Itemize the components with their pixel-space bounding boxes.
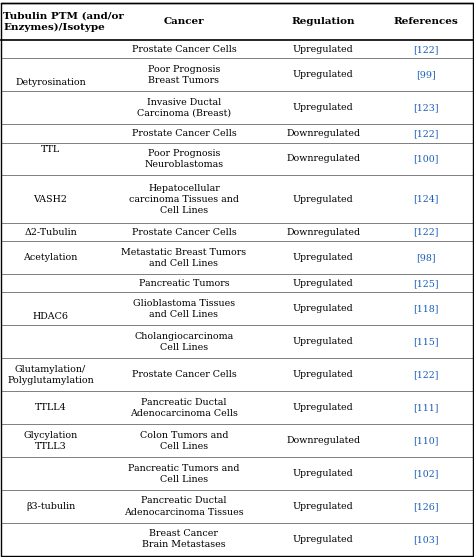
Text: Regulation: Regulation [292, 17, 355, 26]
Text: [118]: [118] [413, 305, 438, 314]
Text: TTLL4: TTLL4 [35, 403, 66, 412]
Text: Acetylation: Acetylation [23, 253, 78, 262]
Text: Colon Tumors and
Cell Lines: Colon Tumors and Cell Lines [140, 431, 228, 451]
Text: Tubulin PTM (and/or
Enzymes)/Isotype: Tubulin PTM (and/or Enzymes)/Isotype [3, 11, 124, 32]
Text: [115]: [115] [413, 338, 438, 346]
Text: Upregulated: Upregulated [293, 535, 354, 544]
Text: Upregulated: Upregulated [293, 45, 354, 54]
Text: Upregulated: Upregulated [293, 70, 354, 79]
Text: Glutamylation/
Polyglutamylation: Glutamylation/ Polyglutamylation [7, 365, 94, 385]
Text: Upregulated: Upregulated [293, 253, 354, 262]
Text: [98]: [98] [416, 253, 436, 262]
Text: [100]: [100] [413, 154, 438, 163]
Text: [102]: [102] [413, 469, 438, 478]
Text: Downregulated: Downregulated [286, 129, 360, 138]
Text: Pancreatic Tumors and
Cell Lines: Pancreatic Tumors and Cell Lines [128, 463, 240, 483]
Text: [110]: [110] [413, 436, 438, 445]
Text: Downregulated: Downregulated [286, 228, 360, 237]
Text: Downregulated: Downregulated [286, 154, 360, 163]
Text: Prostate Cancer Cells: Prostate Cancer Cells [131, 370, 236, 379]
Text: Pancreatic Ductal
Adenocarcinoma Cells: Pancreatic Ductal Adenocarcinoma Cells [130, 398, 238, 418]
Text: [111]: [111] [413, 403, 438, 412]
Text: Prostate Cancer Cells: Prostate Cancer Cells [131, 45, 236, 54]
Text: Detyrosination: Detyrosination [15, 78, 86, 87]
Text: [122]: [122] [413, 228, 438, 237]
Text: Upregulated: Upregulated [293, 469, 354, 478]
Text: VASH2: VASH2 [34, 195, 67, 204]
Text: HDAC6: HDAC6 [33, 312, 69, 321]
Text: Metastatic Breast Tumors
and Cell Lines: Metastatic Breast Tumors and Cell Lines [121, 248, 246, 268]
Text: TTL: TTL [41, 145, 60, 154]
Text: [99]: [99] [416, 70, 436, 79]
Text: Prostate Cancer Cells: Prostate Cancer Cells [131, 228, 236, 237]
Text: [126]: [126] [413, 502, 438, 511]
Text: Cancer: Cancer [164, 17, 204, 26]
Text: Prostate Cancer Cells: Prostate Cancer Cells [131, 129, 236, 138]
Text: Hepatocellular
carcinoma Tissues and
Cell Lines: Hepatocellular carcinoma Tissues and Cel… [129, 184, 239, 215]
Text: Downregulated: Downregulated [286, 436, 360, 445]
Text: Glycylation
TTLL3: Glycylation TTLL3 [23, 431, 78, 451]
Text: [124]: [124] [413, 195, 438, 204]
Text: Upregulated: Upregulated [293, 502, 354, 511]
Text: Breast Cancer
Brain Metastases: Breast Cancer Brain Metastases [142, 529, 226, 549]
Text: [122]: [122] [413, 370, 438, 379]
Text: Upregulated: Upregulated [293, 403, 354, 412]
Text: [122]: [122] [413, 45, 438, 54]
Text: Upregulated: Upregulated [293, 195, 354, 204]
Text: Upregulated: Upregulated [293, 338, 354, 346]
Text: References: References [393, 17, 458, 26]
Text: [103]: [103] [413, 535, 438, 544]
Text: Δ2-Tubulin: Δ2-Tubulin [24, 228, 77, 237]
Text: Poor Prognosis
Neuroblastomas: Poor Prognosis Neuroblastomas [144, 149, 223, 169]
Text: Poor Prognosis
Breast Tumors: Poor Prognosis Breast Tumors [148, 65, 220, 85]
Text: [122]: [122] [413, 129, 438, 138]
Text: Invasive Ductal
Carcinoma (Breast): Invasive Ductal Carcinoma (Breast) [137, 97, 231, 118]
Text: Upregulated: Upregulated [293, 279, 354, 288]
Text: Cholangiocarcinoma
Cell Lines: Cholangiocarcinoma Cell Lines [134, 332, 234, 352]
Text: β3-tubulin: β3-tubulin [26, 502, 75, 511]
Text: [123]: [123] [413, 103, 438, 113]
Text: Upregulated: Upregulated [293, 305, 354, 314]
Text: [125]: [125] [413, 279, 438, 288]
Text: Upregulated: Upregulated [293, 103, 354, 113]
Text: Upregulated: Upregulated [293, 370, 354, 379]
Text: Pancreatic Tumors: Pancreatic Tumors [138, 279, 229, 288]
Text: Glioblastoma Tissues
and Cell Lines: Glioblastoma Tissues and Cell Lines [133, 299, 235, 319]
Text: Pancreatic Ductal
Adenocarcinoma Tissues: Pancreatic Ductal Adenocarcinoma Tissues [124, 496, 244, 516]
